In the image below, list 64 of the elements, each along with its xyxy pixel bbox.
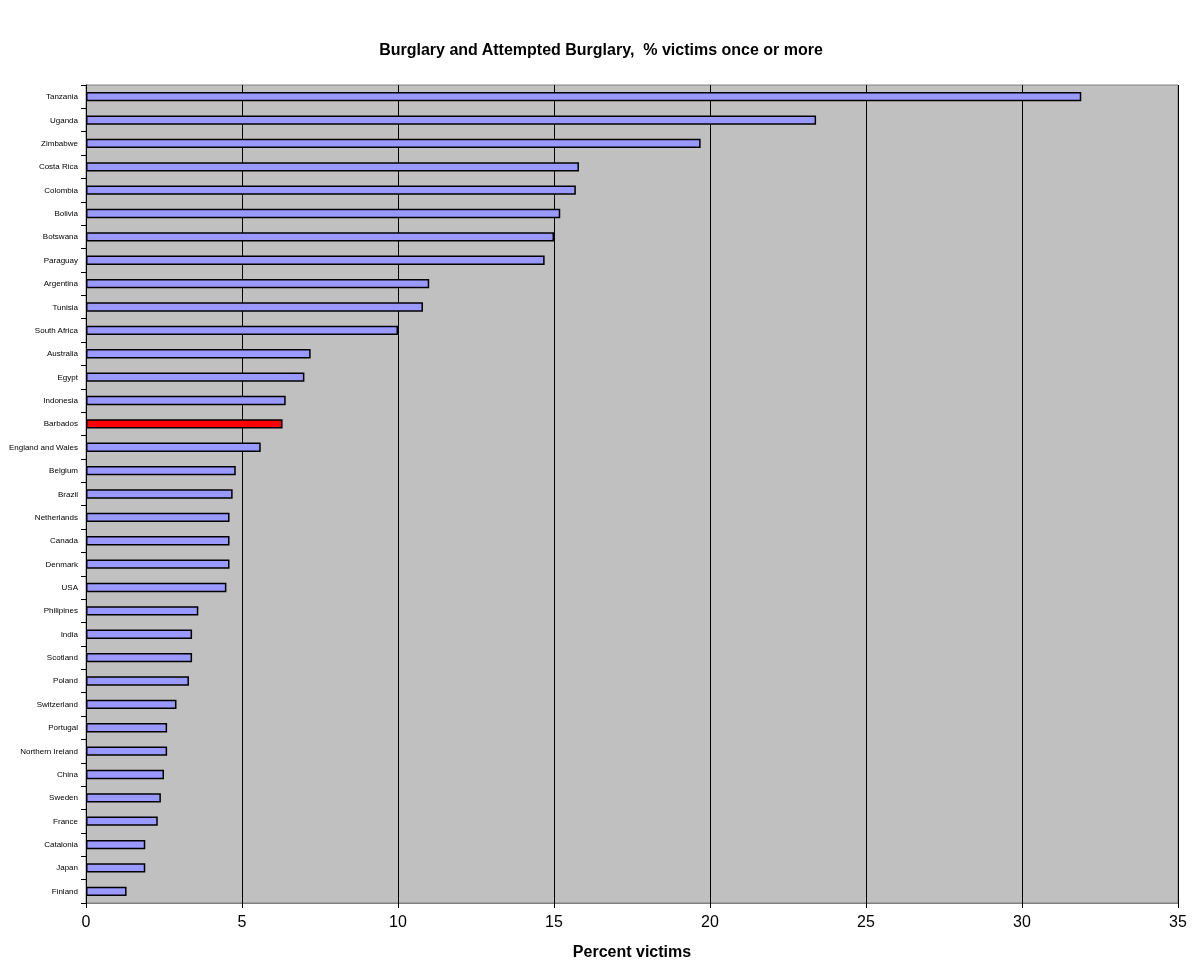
y-tick-label: Japan <box>56 863 78 873</box>
y-tick-label: Brazil <box>57 489 79 499</box>
x-tick-label: 35 <box>1169 912 1187 930</box>
bar <box>86 699 177 710</box>
x-tick-label: 0 <box>81 912 91 930</box>
x-axis-title: Percent victims <box>572 942 692 960</box>
y-tick-label: England and Wales <box>8 442 78 452</box>
y-tick-label: Philipines <box>43 606 78 616</box>
y-tick-label: Zimbabwe <box>41 138 79 148</box>
y-tick-label: Botswana <box>42 232 79 242</box>
y-tick-label: India <box>60 629 79 639</box>
y-tick-label: Switzerland <box>36 699 78 709</box>
x-tick-label: 10 <box>389 912 407 930</box>
y-tick-label: Scotland <box>46 653 78 663</box>
x-tick-label: 30 <box>1013 912 1031 930</box>
x-tick-label: 25 <box>857 912 875 930</box>
y-tick-label: China <box>57 769 79 779</box>
bar <box>86 863 146 873</box>
y-tick-label: Paraguay <box>43 255 78 265</box>
bar <box>86 886 127 896</box>
bar <box>86 465 236 476</box>
y-tick-label: Belgium <box>49 466 79 476</box>
bar <box>86 723 168 733</box>
x-tick-label: 20 <box>701 912 719 930</box>
bar <box>86 536 230 546</box>
y-tick-label: South Africa <box>34 325 79 335</box>
y-tick-label: Indonesia <box>43 396 79 406</box>
y-tick-label: Denmark <box>45 559 79 569</box>
y-tick-label: USA <box>61 582 79 592</box>
bar <box>86 746 168 756</box>
y-tick-label: Argentina <box>43 279 79 289</box>
y-tick-label: Finland <box>51 886 78 896</box>
y-tick-label: Poland <box>53 676 78 686</box>
y-tick-label: Catalonia <box>44 840 79 850</box>
y-tick-label: Uganda <box>49 115 79 125</box>
bar <box>86 489 233 499</box>
y-tick-label: Netherlands <box>34 512 78 522</box>
x-tick-label: 5 <box>237 912 247 930</box>
y-tick-label: Northern Ireland <box>20 746 78 756</box>
bar <box>86 676 189 686</box>
y-tick-label: Tanzania <box>45 92 79 102</box>
bar <box>86 816 158 826</box>
y-tick-label: France <box>53 816 79 826</box>
y-tick-label: Portugal <box>48 723 79 733</box>
x-tick-label: 15 <box>545 912 563 930</box>
y-tick-label: Australia <box>46 349 79 359</box>
bar <box>86 559 230 569</box>
bar <box>86 839 146 850</box>
y-tick-label: Barbados <box>43 419 78 429</box>
y-tick-label: Egypt <box>57 372 79 382</box>
y-tick-label: Bolivia <box>54 209 79 219</box>
y-tick-label: Canada <box>49 536 79 546</box>
bar <box>86 512 230 523</box>
y-tick-label: Colombia <box>44 185 79 195</box>
bar <box>86 629 193 639</box>
bar <box>86 606 199 616</box>
y-tick-label: Costa Rica <box>38 162 79 172</box>
bar <box>86 652 193 663</box>
bar <box>86 582 227 593</box>
bar <box>86 793 161 803</box>
chart-title: Burglary and Attempted Burglary, % victims once or more <box>379 40 823 58</box>
y-tick-label: Tunisia <box>52 302 79 312</box>
bar <box>86 769 164 780</box>
y-tick-label: Sweden <box>49 793 78 803</box>
